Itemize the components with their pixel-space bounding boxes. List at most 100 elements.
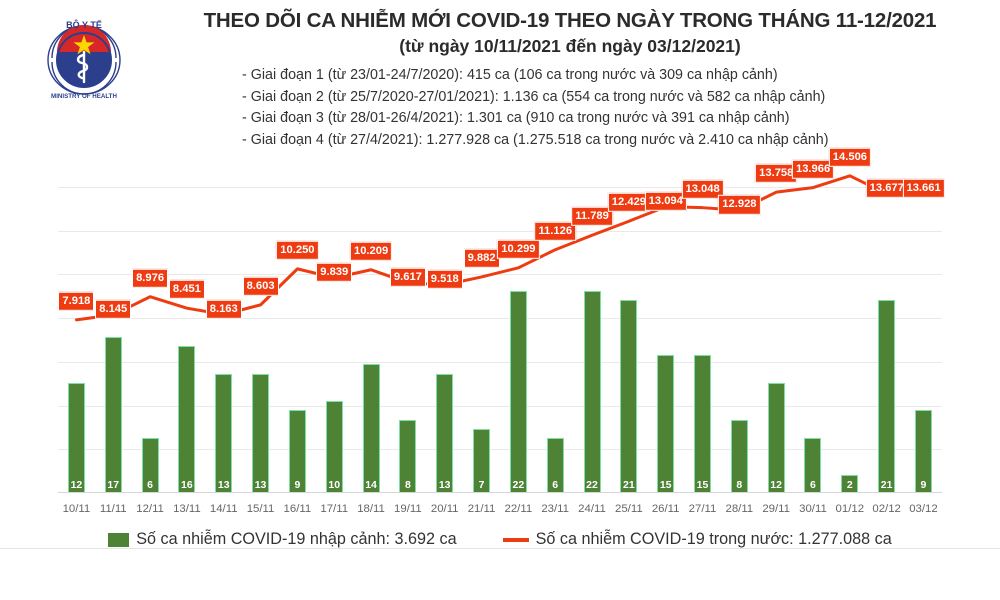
- line-point-label: 9.617: [389, 267, 426, 287]
- x-axis-tick: 29/11: [762, 503, 790, 515]
- legend-item-domestic: Số ca nhiễm COVID-19 trong nước: 1.277.0…: [502, 530, 892, 549]
- page-title: THEO DÕI CA NHIỄM MỚI COVID-19 THEO NGÀY…: [203, 9, 937, 32]
- x-axis-tick: 16/11: [283, 503, 312, 515]
- bar-slot: 9: [905, 165, 942, 493]
- logo-bottom-text: MINISTRY OF HEALTH: [51, 93, 117, 100]
- bar: [693, 355, 711, 493]
- phase-line-1: - Giai đoạn 1 (từ 23/01-24/7/2020): 415 …: [242, 67, 778, 83]
- bar-slot: 14: [353, 165, 390, 493]
- bar-slot: 22: [500, 165, 537, 493]
- line-point-label: 8.163: [205, 299, 242, 319]
- bar: [767, 382, 785, 493]
- bar-slot: 7: [463, 165, 500, 493]
- x-axis-tick: 24/11: [578, 503, 606, 515]
- line-point-label: 13.966: [791, 159, 835, 179]
- bar: [878, 300, 896, 493]
- bar-value-label: 8: [404, 478, 411, 491]
- phase-line-3: - Giai đoạn 3 (từ 28/01-26/4/2021): 1.30…: [242, 110, 790, 127]
- x-axis-tick: 03/12: [909, 503, 938, 515]
- x-axis-tick: 30/11: [799, 503, 827, 515]
- bar-slot: 15: [684, 165, 721, 493]
- bar: [104, 336, 122, 493]
- line-point-label: 11.126: [534, 221, 577, 241]
- covid-daily-cases-chart: 2.0004.0006.0008.00010.00012.00014.00051…: [0, 147, 1000, 555]
- line-point-label: 13.048: [681, 179, 724, 199]
- bar-slot: 6: [537, 165, 574, 493]
- bar-value-label: 7: [478, 478, 485, 491]
- legend-bar-label: Số ca nhiễm COVID-19 nhập cảnh: 3.692 ca: [136, 530, 457, 548]
- phase-summary-list: - Giai đoạn 1 (từ 23/01-24/7/2020): 415 …: [150, 65, 990, 152]
- line-point-label: 8.451: [168, 280, 205, 300]
- x-axis-tick: 02/12: [872, 503, 901, 515]
- bar: [436, 373, 454, 493]
- bar-value-label: 15: [696, 478, 709, 491]
- gridline: [58, 405, 942, 407]
- bar-slot: 12: [758, 165, 795, 493]
- legend-line-label: Số ca nhiễm COVID-19 trong nước: 1.277.0…: [535, 530, 892, 548]
- line-point-label: 11.789: [571, 207, 613, 227]
- bar-value-label: 14: [365, 478, 377, 491]
- bar: [620, 300, 638, 493]
- line-point-label: 13.661: [902, 179, 945, 199]
- line-point-label: 14.506: [828, 147, 872, 167]
- bar-value-label: 6: [810, 478, 816, 491]
- bar-slot: 6: [795, 165, 832, 493]
- bar-value-label: 10: [328, 478, 341, 491]
- bar-slot: 13: [426, 165, 463, 493]
- x-axis-tick: 17/11: [320, 503, 349, 515]
- legend-bar-swatch-icon: [108, 532, 130, 547]
- bar-value-label: 21: [622, 478, 635, 491]
- bar-slot: 13: [242, 165, 279, 493]
- bar-value-label: 13: [254, 478, 267, 491]
- bar-value-label: 12: [70, 478, 83, 491]
- x-axis-tick: 12/11: [136, 503, 164, 515]
- bar-slot: 17: [95, 165, 132, 493]
- line-point-label: 9.882: [463, 248, 500, 268]
- ministry-of-health-logo: BỘ Y TẾ MINISTRY OF HEALTH: [38, 8, 130, 108]
- bar: [657, 355, 675, 493]
- bar-slot: 9: [279, 165, 316, 493]
- line-point-label: 8.145: [95, 299, 132, 319]
- bar-slot: 16: [168, 165, 205, 493]
- bar: [509, 290, 527, 493]
- bar-value-label: 17: [107, 478, 120, 491]
- legend-divider: [0, 548, 1000, 549]
- legend-item-imported: Số ca nhiễm COVID-19 nhập cảnh: 3.692 ca: [108, 530, 457, 549]
- chart-legend: Số ca nhiễm COVID-19 nhập cảnh: 3.692 ca…: [0, 530, 1000, 549]
- bar-value-label: 9: [294, 478, 301, 491]
- x-axis-tick: 28/11: [725, 503, 754, 515]
- bar-value-label: 15: [659, 478, 672, 491]
- bar-slot: 13: [205, 165, 242, 493]
- bar-slot: 12: [58, 165, 95, 493]
- line-point-label: 10.299: [497, 239, 540, 259]
- line-point-label: 9.839: [316, 262, 353, 282]
- bar-value-label: 6: [552, 478, 559, 491]
- gridline: [58, 449, 942, 451]
- bar-slot: 21: [868, 165, 905, 493]
- legend-line-swatch-icon: [502, 537, 529, 542]
- line-point-label: 13.094: [644, 191, 687, 211]
- bar-value-label: 22: [512, 478, 525, 491]
- chart-header: THEO DÕI CA NHIỄM MỚI COVID-19 THEO NGÀY…: [150, 8, 990, 152]
- plot-area: 2.0004.0006.0008.00010.00012.00014.00051…: [58, 147, 945, 493]
- line-point-label: 8.976: [132, 268, 169, 288]
- line-point-label: 13.677: [865, 178, 908, 198]
- bar: [215, 373, 233, 493]
- bar-value-label: 9: [920, 478, 927, 491]
- axis-baseline: [58, 492, 942, 493]
- bar-value-label: 22: [586, 478, 598, 491]
- phase-line-4: - Giai đoạn 4 (từ 27/4/2021): 1.277.928 …: [242, 132, 829, 149]
- x-axis-labels: 10/11 11/11 12/11 13/11 14/11 15/11 16/11 17/11…: [58, 503, 942, 515]
- bar-value-label: 13: [438, 478, 451, 491]
- bar-value-label: 2: [846, 478, 853, 491]
- gridline: [58, 361, 942, 363]
- x-axis-tick: 14/11: [209, 503, 238, 515]
- bar-slot: 15: [647, 165, 684, 493]
- x-axis-tick: 27/11: [688, 503, 717, 515]
- bar-value-label: 6: [147, 478, 153, 491]
- x-axis-tick: 19/11: [394, 503, 422, 515]
- bar-slot: 10: [316, 165, 353, 493]
- x-axis-tick: 21/11: [467, 503, 496, 515]
- bar-slot: 2: [831, 165, 868, 493]
- x-axis-tick: 26/11: [651, 503, 680, 515]
